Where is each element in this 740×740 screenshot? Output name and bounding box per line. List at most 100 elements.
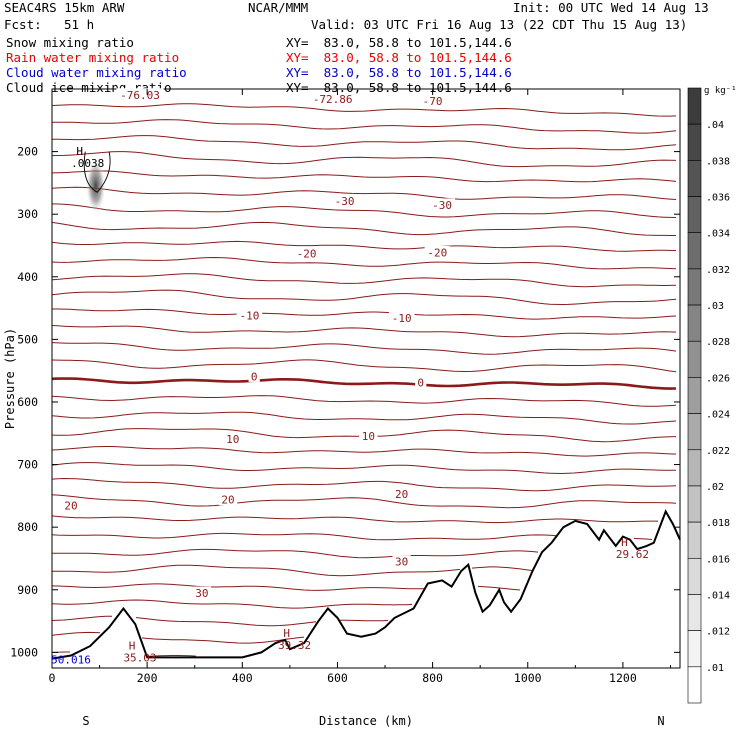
isotherm-line <box>51 515 658 524</box>
y-tick-label: 900 <box>17 583 38 597</box>
temperature-label: -76.03 <box>120 89 160 102</box>
x-tick-label: 0 <box>49 671 56 685</box>
colorbar-box <box>687 377 702 414</box>
fcst-value: 51 h <box>64 17 95 32</box>
temperature-label-bg <box>388 311 415 324</box>
colorbar-box <box>687 666 702 704</box>
colorbar-box <box>687 521 702 559</box>
x-tick-label: 200 <box>137 671 158 685</box>
isotherm-line <box>51 103 677 117</box>
colorbar-box <box>687 630 702 668</box>
isotherm-line <box>51 477 677 492</box>
temperature-label: -30 <box>432 199 452 212</box>
temperature-label-bg <box>359 429 378 442</box>
temperature-label: -10 <box>240 310 260 323</box>
temperature-label: 0 <box>417 377 424 390</box>
isotherm-line <box>147 655 197 657</box>
colorbar-tick-label: .028 <box>706 337 730 348</box>
temperature-label: 20 <box>64 499 77 512</box>
isotherm-line <box>51 446 677 457</box>
temperature-label-bg <box>331 194 358 207</box>
x-tick-label: 1200 <box>609 671 637 685</box>
model-title: SEAC4RS 15km ARW <box>4 0 125 15</box>
y-tick-label: 600 <box>17 395 38 409</box>
isotherm-line <box>51 564 461 577</box>
colorbar-tick-label: .022 <box>706 446 730 457</box>
isotherm-line <box>135 617 317 627</box>
isotherm-line <box>51 325 677 338</box>
temperature-label-bg <box>392 555 411 568</box>
org-label: NCAR/MMM <box>248 0 309 15</box>
north-label: N <box>657 714 664 728</box>
temperature-label: 0 <box>251 370 258 383</box>
isotherm-line <box>51 186 677 200</box>
isotherm-line <box>633 537 653 540</box>
fcst-label: Fcst: <box>4 17 42 32</box>
y-tick-label: 800 <box>17 520 38 534</box>
terrain-line <box>51 509 681 660</box>
field-label-rain: Rain water mixing ratio <box>6 50 180 65</box>
y-tick-label: 300 <box>17 207 38 221</box>
x-tick-label: 800 <box>422 671 443 685</box>
plot-frame <box>51 88 681 669</box>
cloud-ice-shading <box>85 158 106 215</box>
temperature-label-bg <box>236 309 263 322</box>
isotherm-line <box>471 566 533 571</box>
temperature-label: 10 <box>362 430 375 443</box>
temperature-label-bg <box>293 247 320 260</box>
field-xy-rain: XY= 83.0, 58.8 to 101.5,144.6 <box>286 50 512 65</box>
field-xy-cloud-ice: XY= 83.0, 58.8 to 101.5,144.6 <box>286 80 512 95</box>
isotherm-line <box>51 462 677 475</box>
temperature-label: -20 <box>427 246 447 259</box>
x-tick-label: 400 <box>232 671 253 685</box>
isotherm-line <box>51 170 677 183</box>
isotherm-line <box>51 615 113 621</box>
y-tick-label: 1000 <box>10 645 38 659</box>
isotherm-line <box>51 395 677 407</box>
extremum-value: 29.62 <box>616 548 649 561</box>
colorbar-box <box>687 557 702 595</box>
colorbar-tick-label: .03 <box>706 301 724 312</box>
colorbar-box <box>687 87 702 125</box>
isotherm-line <box>51 599 413 609</box>
isotherm-line <box>51 151 677 168</box>
extremum-value: 50.016 <box>51 653 91 666</box>
isotherm-line <box>51 203 677 218</box>
temperature-label: 10 <box>226 433 239 446</box>
temperature-label-bg <box>392 487 411 500</box>
temperature-label: 20 <box>395 488 408 501</box>
colorbar-box <box>687 485 702 523</box>
isotherm-line <box>340 619 389 622</box>
colorbar-tick-label: .012 <box>706 627 730 638</box>
isotherm-line <box>51 273 677 288</box>
y-axis-label: Pressure (hPa) <box>3 328 17 429</box>
isotherm-line <box>51 135 677 151</box>
temperature-label-bg <box>61 498 81 511</box>
extremum-marker: H <box>283 627 290 640</box>
colorbar-tick-label: .034 <box>706 229 730 240</box>
temperature-label-bg <box>415 376 427 389</box>
colorbar-tick-label: .036 <box>706 193 730 204</box>
isotherm-line <box>52 308 677 320</box>
colorbar-box <box>687 413 702 451</box>
colorbar-box <box>687 196 702 234</box>
temperature-label-bg <box>309 92 357 105</box>
extremum-marker: H <box>76 145 83 158</box>
isotherm-line <box>51 221 676 236</box>
isotherm-line <box>51 119 677 134</box>
colorbar-tick-label: .04 <box>706 120 724 131</box>
extremum-value: .0038 <box>71 157 104 170</box>
colorbar-unit: g kg⁻¹ <box>704 86 737 96</box>
field-label-snow: Snow mixing ratio <box>6 35 134 50</box>
x-tick-label: 1000 <box>514 671 542 685</box>
temperature-label-bg <box>218 493 238 506</box>
colorbar-box <box>687 123 702 161</box>
isotherm-line <box>51 494 677 509</box>
isotherm-line <box>51 359 677 373</box>
field-label-cloud-water: Cloud water mixing ratio <box>6 65 187 80</box>
temperature-label: 30 <box>195 587 208 600</box>
isotherm-line <box>51 289 677 306</box>
temperature-label: -10 <box>392 312 412 325</box>
y-tick-label: 400 <box>17 270 38 284</box>
